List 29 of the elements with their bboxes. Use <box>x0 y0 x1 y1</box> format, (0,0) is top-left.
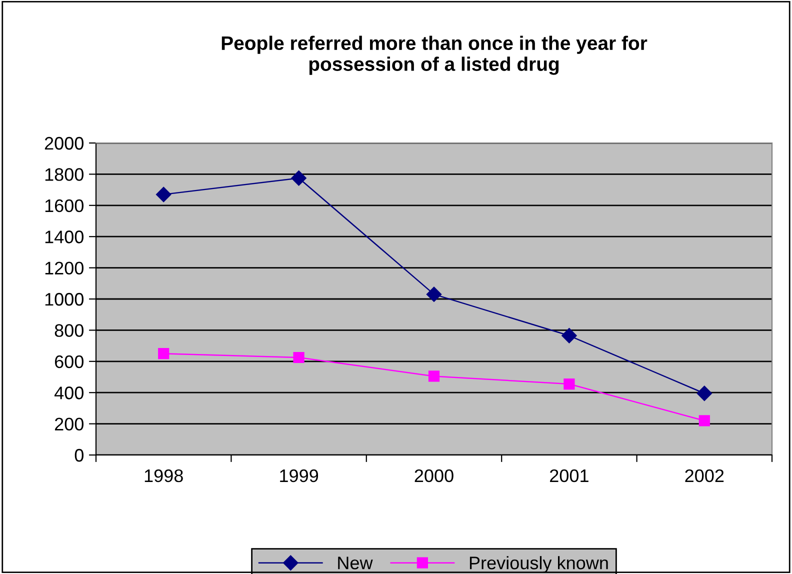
y-tick-label: 1000 <box>45 292 84 306</box>
y-tick-label: 2000 <box>44 136 84 150</box>
point <box>156 186 172 202</box>
legend-label: New <box>338 556 373 570</box>
y-tick-label: 800 <box>54 324 84 337</box>
y-tick-label: 1600 <box>45 199 84 212</box>
y-tick-label: 1200 <box>45 262 84 275</box>
point <box>564 378 575 390</box>
point <box>428 370 440 382</box>
y-tick-label: 1400 <box>45 230 84 244</box>
point <box>696 386 712 401</box>
x-tick-label: 2000 <box>414 469 454 482</box>
point <box>698 415 710 426</box>
x-tick-label: 1998 <box>144 469 183 482</box>
y-tick-label: 400 <box>54 386 84 400</box>
point <box>291 170 306 186</box>
y-tick-label: 1800 <box>45 168 84 181</box>
point <box>158 348 170 360</box>
x-tick-label: 2001 <box>550 469 588 482</box>
y-tick-label: 0 <box>74 448 84 462</box>
x-tick-label: 2002 <box>685 469 724 482</box>
y-tick-label: 600 <box>54 355 84 368</box>
point <box>293 352 304 364</box>
point <box>562 328 577 344</box>
point <box>426 286 442 302</box>
legend-label: Previously known <box>470 556 608 573</box>
x-tick-label: 1999 <box>280 469 318 482</box>
chart-title: People referred more than once in the year for possession of a listed drug <box>222 36 648 75</box>
y-tick-label: 200 <box>54 418 84 431</box>
